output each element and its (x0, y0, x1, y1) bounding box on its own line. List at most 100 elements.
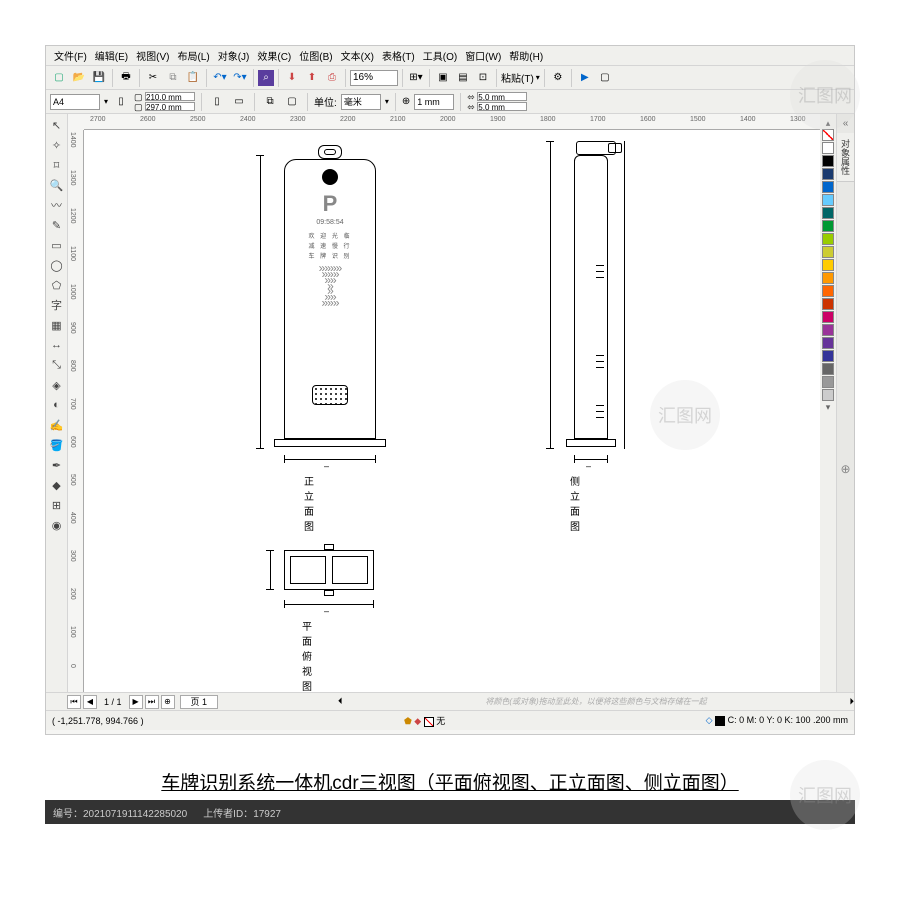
page-tab-1[interactable]: 页 1 (180, 695, 219, 709)
options-icon[interactable]: ⚙ (549, 69, 567, 87)
color-swatch[interactable] (822, 376, 834, 388)
color-swatch[interactable] (822, 220, 834, 232)
fill-tool-icon[interactable]: 🪣 (48, 436, 66, 454)
dup-y-input[interactable]: 5.0 mm (477, 102, 527, 111)
eyedropper-tool-icon[interactable]: ✍ (48, 416, 66, 434)
page-width-input[interactable]: 210.0 mm (145, 92, 195, 101)
color-swatch[interactable] (822, 337, 834, 349)
menu-object[interactable]: 对象(J) (214, 48, 254, 63)
page-size-select[interactable]: A4 (50, 94, 100, 110)
color-swatch[interactable] (822, 194, 834, 206)
orient-landscape-icon[interactable]: ▭ (230, 93, 248, 111)
last-page-button[interactable]: ⏭ (145, 695, 159, 709)
redo-icon[interactable]: ↷▾ (231, 69, 249, 87)
no-color-swatch[interactable] (822, 129, 834, 141)
color-swatch[interactable] (822, 324, 834, 336)
artistic-tool-icon[interactable]: ✎ (48, 216, 66, 234)
crop-tool-icon[interactable]: ⌑ (48, 156, 66, 174)
color-swatch[interactable] (822, 181, 834, 193)
shape-tool-icon[interactable]: ✧ (48, 136, 66, 154)
freehand-tool-icon[interactable]: 〰 (48, 196, 66, 214)
menu-view[interactable]: 视图(V) (132, 48, 173, 63)
color-swatch[interactable] (822, 246, 834, 258)
page-height-input[interactable]: 297.0 mm (145, 102, 195, 111)
menu-layout[interactable]: 布局(L) (173, 48, 213, 63)
table-tool-icon[interactable]: ▦ (48, 316, 66, 334)
import-icon[interactable]: ⬇ (283, 69, 301, 87)
docker-tab-properties[interactable]: 对象属性 (837, 133, 854, 182)
current-page-icon[interactable]: ▢ (283, 93, 301, 111)
interactive-fill-icon[interactable]: ◆ (48, 476, 66, 494)
color-swatch[interactable] (822, 142, 834, 154)
color-swatch[interactable] (822, 207, 834, 219)
smart-fill-icon[interactable]: ◉ (48, 516, 66, 534)
connector-tool-icon[interactable]: ⤡ (48, 356, 66, 374)
docker-add-icon[interactable]: ⊕ (837, 182, 854, 476)
paste-icon[interactable]: 📋 (184, 69, 202, 87)
menu-tools[interactable]: 工具(O) (419, 48, 461, 63)
dimension-tool-icon[interactable]: ↔ (48, 336, 66, 354)
menu-help[interactable]: 帮助(H) (505, 48, 547, 63)
menu-bitmap[interactable]: 位图(B) (295, 48, 336, 63)
ruler-tick: 1000 (69, 284, 76, 300)
color-swatch[interactable] (822, 259, 834, 271)
nudge-input[interactable]: 1 mm (414, 94, 454, 110)
polygon-tool-icon[interactable]: ⬠ (48, 276, 66, 294)
color-swatch[interactable] (822, 233, 834, 245)
color-swatch[interactable] (822, 155, 834, 167)
export-icon[interactable]: ⬆ (303, 69, 321, 87)
vertical-ruler[interactable]: 1400130012001100100090080070060050040030… (68, 130, 84, 692)
color-swatch[interactable] (822, 350, 834, 362)
add-page-button[interactable]: ⊕ (161, 695, 175, 709)
rectangle-tool-icon[interactable]: ▭ (48, 236, 66, 254)
grid-icon[interactable]: ⊡ (474, 69, 492, 87)
copy-icon[interactable]: ⧉ (164, 69, 182, 87)
new-icon[interactable]: ▢ (50, 69, 68, 87)
orient-portrait-icon[interactable]: ▯ (208, 93, 226, 111)
paste-dropdown[interactable]: 粘贴(T) (501, 70, 534, 85)
color-swatch[interactable] (822, 298, 834, 310)
menubar: 文件(F) 编辑(E) 视图(V) 布局(L) 对象(J) 效果(C) 位图(B… (46, 46, 854, 66)
fullscreen-icon[interactable]: ▣ (434, 69, 452, 87)
zoom-tool-icon[interactable]: 🔍 (48, 176, 66, 194)
undo-icon[interactable]: ↶▾ (211, 69, 229, 87)
transparency-tool-icon[interactable]: ◐ (48, 396, 66, 414)
prev-page-button[interactable]: ◀ (83, 695, 97, 709)
color-swatch[interactable] (822, 168, 834, 180)
zoom-level-input[interactable]: 16% (350, 70, 398, 86)
menu-window[interactable]: 窗口(W) (461, 48, 505, 63)
first-page-button[interactable]: ⏮ (67, 695, 81, 709)
color-swatch[interactable] (822, 285, 834, 297)
next-page-button[interactable]: ▶ (129, 695, 143, 709)
text-tool-icon[interactable]: 字 (48, 296, 66, 314)
menu-effects[interactable]: 效果(C) (253, 48, 295, 63)
effects-tool-icon[interactable]: ◈ (48, 376, 66, 394)
search-icon[interactable]: ⌕ (258, 70, 274, 86)
pick-tool-icon[interactable]: ↖ (48, 116, 66, 134)
publish-icon[interactable]: ⎙ (323, 69, 341, 87)
color-swatch[interactable] (822, 363, 834, 375)
menu-edit[interactable]: 编辑(E) (91, 48, 132, 63)
launch-icon[interactable]: ▶ (576, 69, 594, 87)
all-pages-icon[interactable]: ⧉ (261, 93, 279, 111)
print-icon[interactable]: 🖶 (117, 69, 135, 87)
guides-icon[interactable]: ▤ (454, 69, 472, 87)
dup-x-input[interactable]: 5.0 mm (477, 92, 527, 101)
portrait-icon[interactable]: ▯ (112, 93, 130, 111)
outline-tool-icon[interactable]: ✒ (48, 456, 66, 474)
unit-select[interactable]: 毫米 (341, 94, 381, 110)
color-swatch[interactable] (822, 389, 834, 401)
menu-file[interactable]: 文件(F) (50, 48, 91, 63)
color-swatch[interactable] (822, 272, 834, 284)
snap-icon[interactable]: ⊞▾ (407, 69, 425, 87)
menu-text[interactable]: 文本(X) (337, 48, 378, 63)
horizontal-ruler[interactable]: 2700260025002400230022002100200019001800… (84, 114, 820, 130)
menu-table[interactable]: 表格(T) (378, 48, 419, 63)
cut-icon[interactable]: ✂ (144, 69, 162, 87)
ellipse-tool-icon[interactable]: ◯ (48, 256, 66, 274)
app-icon[interactable]: ▢ (596, 69, 614, 87)
save-icon[interactable]: 💾 (90, 69, 108, 87)
color-swatch[interactable] (822, 311, 834, 323)
mesh-fill-icon[interactable]: ⊞ (48, 496, 66, 514)
open-icon[interactable]: 📂 (70, 69, 88, 87)
